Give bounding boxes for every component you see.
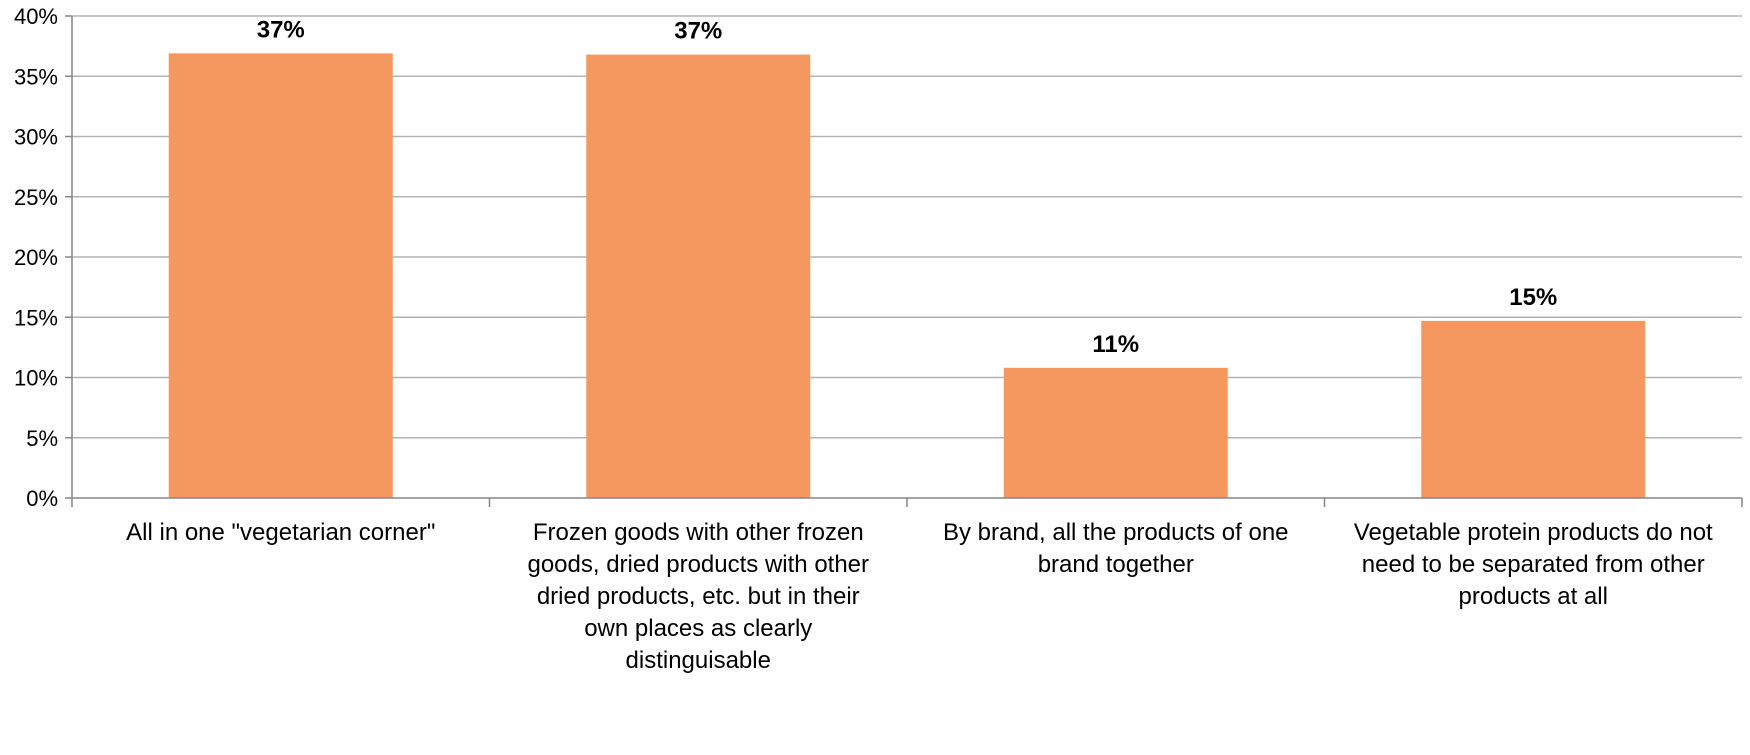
- data-labels: 37% 37% 11% 15%: [257, 16, 1558, 358]
- y-tick-label: 10%: [14, 366, 58, 391]
- bar: [586, 54, 811, 499]
- category-label: Vegetable protein products do not need to…: [1354, 519, 1713, 610]
- y-tick-label: 5%: [26, 426, 58, 451]
- category-label-line: own places as clearly: [584, 615, 812, 642]
- category-label-line: By brand, all the products of one: [943, 519, 1289, 546]
- category-label-line: Vegetable protein products do not: [1354, 519, 1713, 546]
- data-label: 15%: [1509, 284, 1557, 311]
- bar: [168, 53, 393, 498]
- category-label: Frozen goods with other frozen goods, dri…: [527, 519, 869, 674]
- category-label: All in one "vegetarian corner": [126, 519, 435, 546]
- bar: [1421, 320, 1646, 498]
- y-tick-label: 30%: [14, 125, 58, 150]
- bar: [1003, 367, 1228, 498]
- category-label-line: All in one "vegetarian corner": [126, 519, 435, 546]
- y-tick-label: 20%: [14, 245, 58, 270]
- y-tick-label: 40%: [14, 4, 58, 29]
- category-labels: All in one "vegetarian corner" Frozen goo…: [126, 519, 1713, 674]
- y-tick-label: 15%: [14, 305, 58, 330]
- data-label: 37%: [674, 18, 722, 45]
- y-tick-labels: 0% 5% 10% 15% 20% 25% 30% 35% 40%: [14, 4, 58, 511]
- category-label: By brand, all the products of one brand t…: [943, 519, 1289, 578]
- bars: [168, 53, 1646, 499]
- axes: [65, 15, 1743, 507]
- category-label-line: Frozen goods with other frozen: [533, 519, 864, 546]
- y-tick-label: 0%: [26, 486, 58, 511]
- category-label-line: products at all: [1459, 583, 1608, 610]
- category-label-line: dried products, etc. but in their: [537, 583, 860, 610]
- category-label-line: goods, dried products with other: [527, 551, 869, 578]
- y-tick-label: 35%: [14, 64, 58, 89]
- data-label: 11%: [1092, 331, 1139, 358]
- y-tick-label: 25%: [14, 185, 58, 210]
- data-label: 37%: [257, 16, 305, 43]
- category-label-line: need to be separated from other: [1362, 551, 1705, 578]
- category-label-line: brand together: [1038, 551, 1194, 578]
- category-label-line: distinguisable: [626, 647, 771, 674]
